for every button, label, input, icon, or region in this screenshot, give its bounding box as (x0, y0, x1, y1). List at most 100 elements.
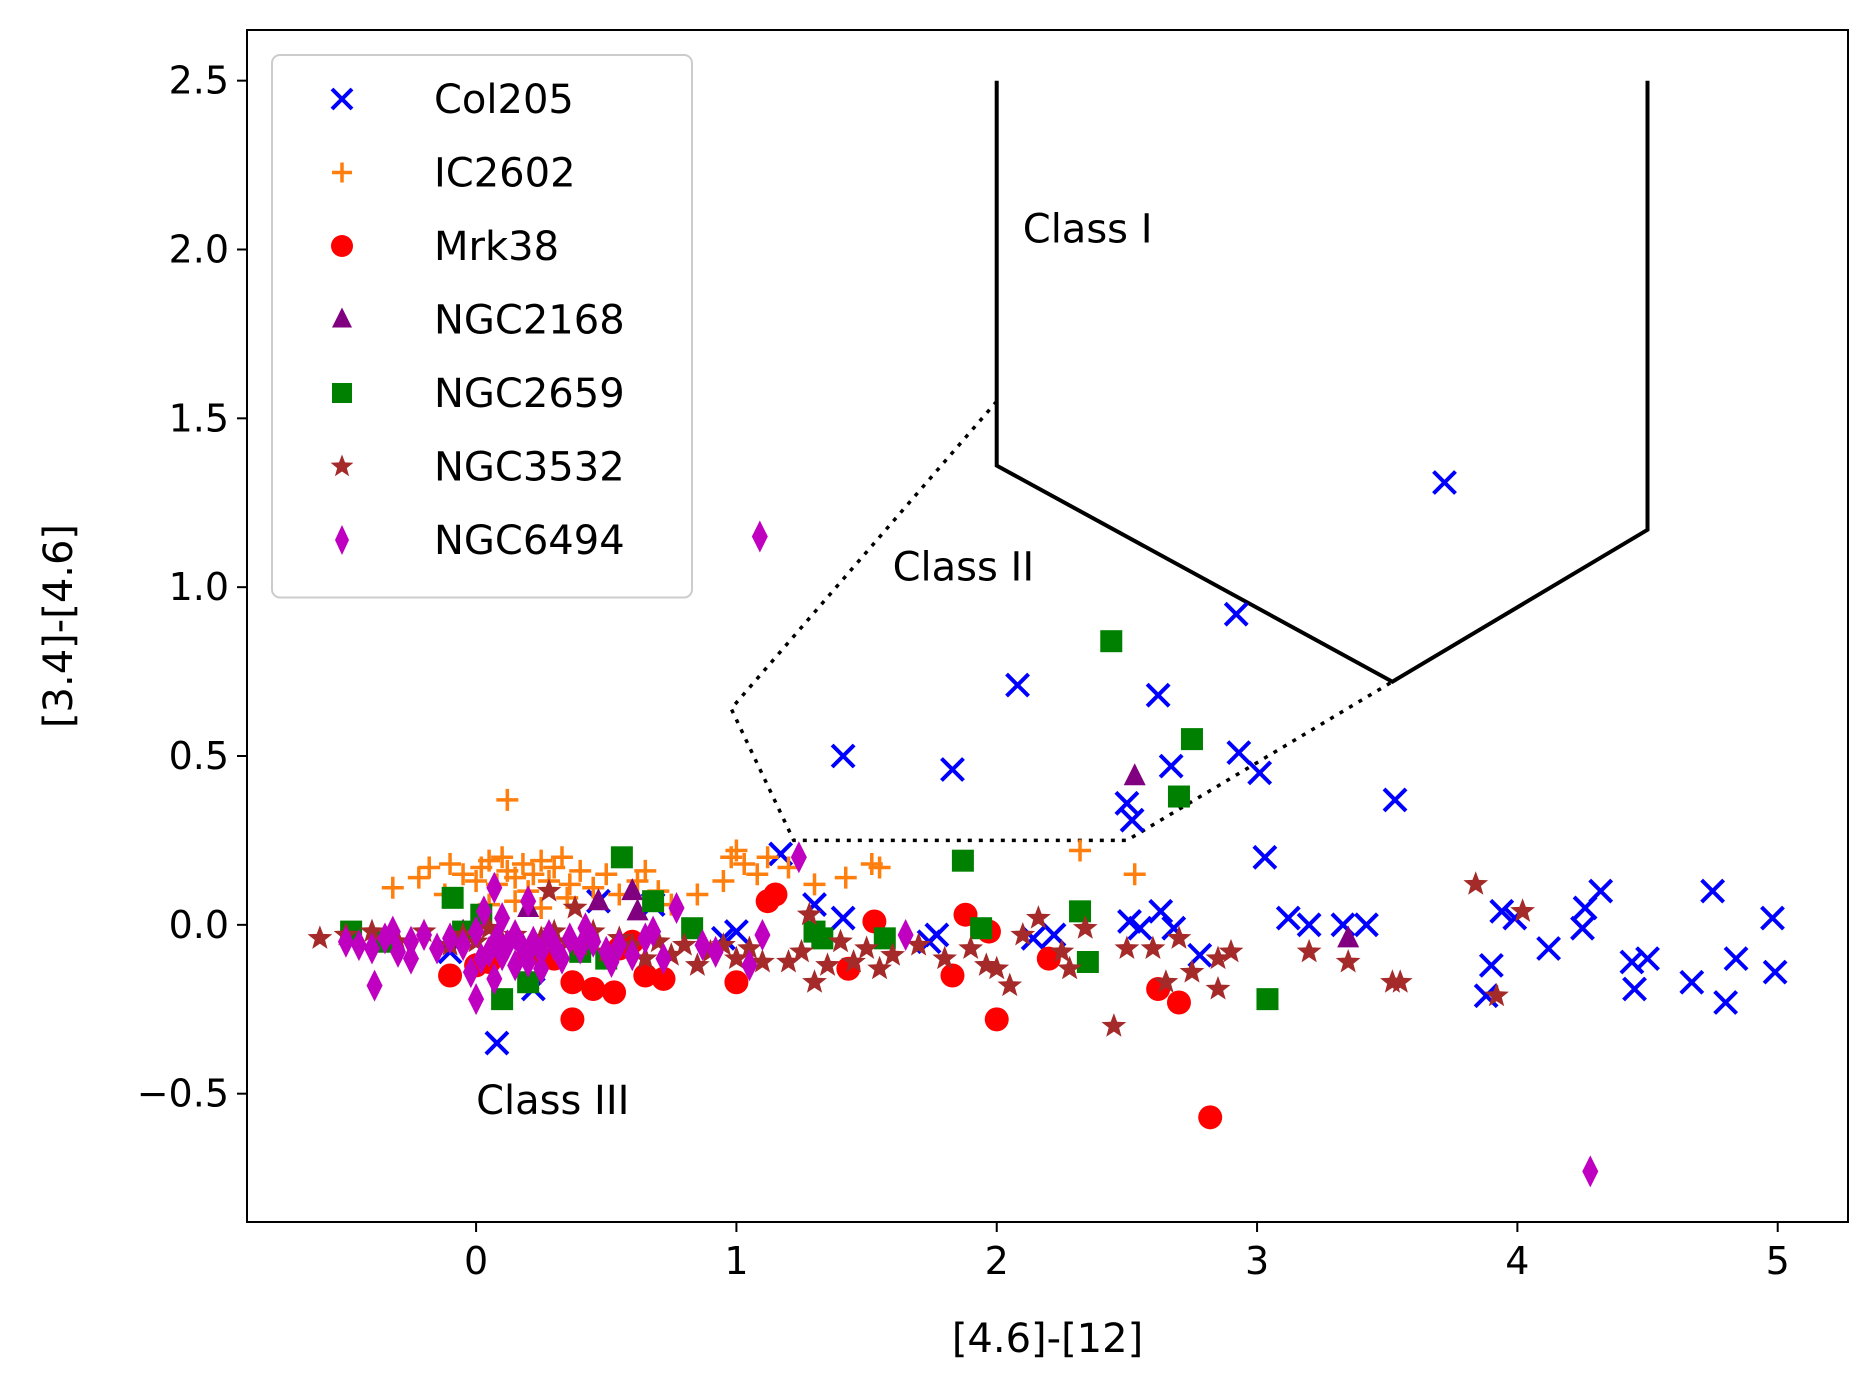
data-point-mrk38 (633, 963, 658, 988)
data-point-ngc6494 (707, 935, 724, 968)
data-point-ic2602 (733, 853, 756, 876)
x-axis-ticks: 0 1 2 3 4 5 (464, 1222, 1790, 1283)
data-point-col205 (1536, 936, 1562, 961)
data-point-ngc2659 (811, 927, 834, 950)
data-point-ngc6494 (403, 942, 420, 975)
data-point-mrk38 (581, 977, 606, 1002)
data-point-ngc3532 (1205, 945, 1231, 970)
data-point-ngc3532 (974, 952, 999, 976)
data-point-ic2602 (418, 856, 441, 879)
data-point-ic2602 (1069, 839, 1092, 862)
data-point-col205 (1252, 844, 1278, 870)
data-point-ngc6494 (754, 918, 771, 951)
data-point-mrk38 (602, 980, 627, 1005)
data-point-ngc6494 (486, 871, 503, 904)
data-point-ngc6494 (533, 952, 550, 985)
data-point-ngc3532 (1484, 982, 1509, 1007)
y-tick-label: 0.5 (169, 734, 229, 778)
data-point-ngc3532 (854, 935, 879, 959)
data-point-ngc6494 (577, 912, 594, 945)
y-tick-label: 1.5 (169, 396, 229, 440)
data-point-ngc6494 (897, 918, 914, 951)
data-point-ngc6494 (455, 929, 472, 962)
data-point-mrk38 (1036, 946, 1061, 971)
data-point-ic2602 (491, 846, 514, 869)
data-points (307, 470, 1788, 1188)
data-point-ngc3532 (1335, 949, 1361, 973)
data-point-ngc3532 (1140, 935, 1166, 959)
data-point-ngc3532 (1057, 955, 1082, 980)
legend-marker-ngc6494 (335, 525, 349, 555)
data-point-ngc3532 (997, 972, 1023, 997)
data-point-ngc6494 (603, 945, 620, 978)
legend-label-ngc3532: NGC3532 (434, 445, 625, 491)
data-point-ic2602 (582, 876, 605, 899)
data-point-ngc6494 (624, 939, 641, 972)
data-point-ngc3532 (1101, 1013, 1127, 1037)
data-point-ngc2659 (970, 917, 993, 940)
data-point-ic2602 (746, 863, 769, 886)
data-point-col205 (830, 905, 856, 931)
data-point-ngc3532 (672, 932, 697, 956)
data-point-ngc6494 (507, 949, 524, 982)
class-boundaries (729, 80, 1650, 843)
data-point-ngc2168 (626, 898, 649, 921)
data-point-col205 (484, 1030, 510, 1056)
data-point-mrk38 (984, 1007, 1009, 1032)
data-point-ic2602 (712, 869, 735, 892)
data-point-ngc6494 (403, 925, 420, 958)
data-point-ngc3532 (906, 932, 931, 956)
data-point-ngc2168 (621, 878, 644, 901)
data-point-ngc3532 (1166, 925, 1192, 949)
data-point-ic2602 (407, 866, 430, 889)
x-tick-label: 5 (1766, 1239, 1790, 1283)
data-point-ic2602 (530, 849, 553, 872)
data-point-ngc3532 (1296, 938, 1322, 963)
data-point-ngc6494 (533, 935, 550, 968)
data-point-ngc6494 (494, 902, 511, 935)
y-tick-label: −0.5 (137, 1072, 229, 1116)
data-point-ic2602 (569, 859, 592, 882)
data-point-col205 (1713, 990, 1739, 1015)
data-point-ngc6494 (694, 929, 711, 962)
legend-label-col205: Col205 (434, 77, 574, 123)
legend: Col205 IC2602 Mrk38 NGC2168 NGC2659 NGC3532 NG… (271, 54, 693, 599)
data-point-ic2602 (834, 866, 857, 889)
data-point-col205 (1127, 915, 1153, 941)
data-point-ngc3532 (815, 952, 840, 976)
data-point-col205 (1158, 753, 1184, 779)
data-point-ic2602 (439, 853, 462, 876)
data-point-ngc3532 (1218, 938, 1244, 963)
data-point-ngc2659 (491, 988, 514, 1011)
region-label-class-ii: Class II (893, 544, 1035, 590)
y-tick-label: 1.0 (169, 565, 229, 609)
data-point-ngc6494 (350, 929, 367, 962)
data-point-col205 (1005, 672, 1030, 698)
data-point-ngc3532 (1179, 959, 1205, 983)
data-point-ngc3532 (659, 942, 684, 966)
data-point-ngc3532 (1205, 976, 1231, 1000)
data-point-ngc3532 (776, 949, 801, 973)
data-point-ngc2659 (517, 971, 540, 994)
data-point-col205 (1145, 682, 1171, 708)
y-tick-label: 2.0 (169, 227, 229, 271)
region-label-class-i: Class I (1023, 207, 1153, 253)
data-point-col205 (1275, 905, 1301, 931)
data-point-mrk38 (940, 963, 965, 988)
data-point-ngc3532 (1153, 969, 1179, 993)
legend-marker-mrk38 (331, 235, 353, 257)
data-point-col205 (830, 743, 856, 769)
y-tick-label: 0.0 (169, 903, 229, 947)
data-point-ic2602 (550, 846, 573, 869)
data-point-col205 (1570, 915, 1595, 941)
x-tick-label: 1 (724, 1239, 748, 1283)
data-point-ngc6494 (442, 922, 459, 955)
data-point-col205 (1489, 898, 1515, 924)
legend-label-ngc2168: NGC2168 (434, 298, 625, 344)
data-point-mrk38 (438, 963, 463, 988)
data-point-ngc6494 (429, 932, 446, 965)
data-point-ngc6494 (416, 918, 433, 951)
data-point-ngc3532 (828, 928, 853, 953)
data-point-ngc2168 (1337, 925, 1360, 948)
